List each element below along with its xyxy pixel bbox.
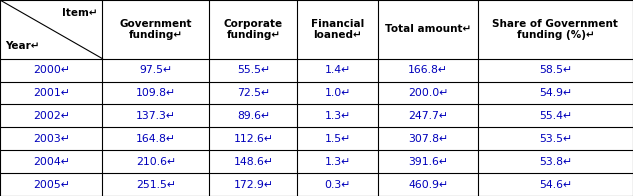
Text: Corporate
funding↵: Corporate funding↵: [224, 19, 283, 40]
Text: 54.6↵: 54.6↵: [539, 180, 572, 190]
Text: Financial
loaned↵: Financial loaned↵: [311, 19, 365, 40]
Text: 1.0↵: 1.0↵: [325, 88, 351, 98]
Text: 391.6↵: 391.6↵: [408, 157, 448, 167]
Text: 210.6↵: 210.6↵: [136, 157, 176, 167]
Text: Item↵: Item↵: [62, 8, 97, 18]
Text: 112.6↵: 112.6↵: [234, 134, 273, 144]
Text: 2002↵: 2002↵: [33, 111, 70, 121]
Text: Total amount↵: Total amount↵: [385, 24, 471, 34]
Text: 1.5↵: 1.5↵: [325, 134, 351, 144]
Text: 55.4↵: 55.4↵: [539, 111, 572, 121]
Text: Year↵: Year↵: [5, 41, 40, 51]
Text: 148.6↵: 148.6↵: [234, 157, 273, 167]
Text: 55.5↵: 55.5↵: [237, 65, 270, 75]
Text: 460.9↵: 460.9↵: [408, 180, 448, 190]
Text: 89.6↵: 89.6↵: [237, 111, 270, 121]
Text: 247.7↵: 247.7↵: [408, 111, 448, 121]
Text: 1.4↵: 1.4↵: [325, 65, 351, 75]
Text: 2001↵: 2001↵: [33, 88, 70, 98]
Text: 54.9↵: 54.9↵: [539, 88, 572, 98]
Text: 2000↵: 2000↵: [33, 65, 70, 75]
Text: 166.8↵: 166.8↵: [408, 65, 448, 75]
Text: 1.3↵: 1.3↵: [325, 157, 351, 167]
Text: 251.5↵: 251.5↵: [136, 180, 176, 190]
Text: 72.5↵: 72.5↵: [237, 88, 270, 98]
Text: 58.5↵: 58.5↵: [539, 65, 572, 75]
Text: 109.8↵: 109.8↵: [136, 88, 176, 98]
Text: 2005↵: 2005↵: [33, 180, 70, 190]
Text: 200.0↵: 200.0↵: [408, 88, 448, 98]
Text: 172.9↵: 172.9↵: [234, 180, 273, 190]
Text: 0.3↵: 0.3↵: [325, 180, 351, 190]
Text: 2004↵: 2004↵: [33, 157, 70, 167]
Text: 164.8↵: 164.8↵: [136, 134, 176, 144]
Text: 97.5↵: 97.5↵: [139, 65, 172, 75]
Text: 2003↵: 2003↵: [33, 134, 70, 144]
Text: 1.3↵: 1.3↵: [325, 111, 351, 121]
Text: Share of Government
funding (%)↵: Share of Government funding (%)↵: [492, 19, 618, 40]
Text: 53.5↵: 53.5↵: [539, 134, 572, 144]
Text: 307.8↵: 307.8↵: [408, 134, 448, 144]
Text: 53.8↵: 53.8↵: [539, 157, 572, 167]
Text: Government
funding↵: Government funding↵: [120, 19, 192, 40]
Text: 137.3↵: 137.3↵: [136, 111, 176, 121]
